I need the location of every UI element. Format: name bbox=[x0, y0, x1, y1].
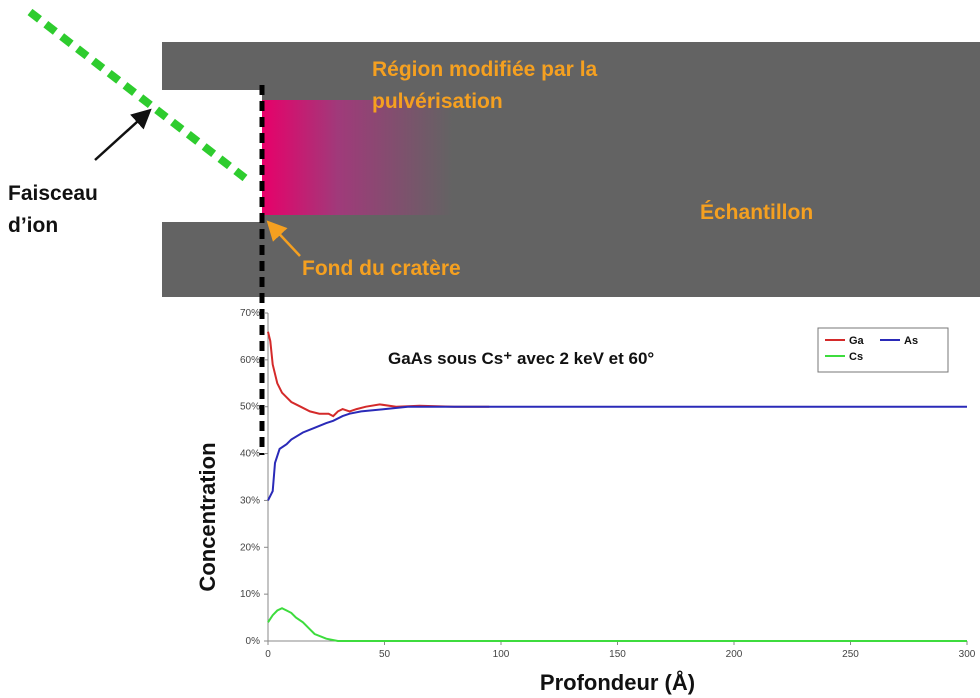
series-line bbox=[267, 331, 490, 418]
crater-arrow bbox=[266, 220, 301, 257]
beam-arrow bbox=[94, 108, 152, 161]
x-tick-label: 250 bbox=[842, 649, 859, 660]
x-tick-label: 50 bbox=[379, 649, 391, 660]
x-axis-label: Profondeur (Å) bbox=[540, 669, 695, 695]
region-label: Région modifiée par la bbox=[372, 58, 598, 81]
y-tick-label: 70% bbox=[240, 308, 260, 319]
y-tick-label: 30% bbox=[240, 495, 260, 506]
chart: 0% 10% 20% 30% 40% 50% 60% 70% 0 50 100 150 200 250 30… bbox=[195, 308, 976, 695]
x-tick-label: 150 bbox=[609, 649, 626, 660]
y-tick-label: 50% bbox=[240, 402, 260, 413]
y-tick-label: 60% bbox=[240, 355, 260, 366]
series-line bbox=[267, 405, 967, 501]
y-tick-label: 0% bbox=[246, 636, 261, 647]
x-tick-label: 300 bbox=[959, 649, 976, 660]
ion-beam bbox=[27, 8, 248, 182]
region-label: pulvérisation bbox=[372, 90, 503, 113]
legend-box bbox=[817, 327, 949, 373]
beam-label: Faisceau bbox=[8, 182, 98, 205]
modified-region bbox=[262, 100, 452, 215]
crater-label: Fond du cratère bbox=[302, 257, 461, 280]
y-tick-label: 10% bbox=[240, 589, 260, 600]
series-line bbox=[267, 607, 967, 642]
beam-label: d’ion bbox=[8, 214, 58, 237]
y-tick-label: 20% bbox=[240, 542, 260, 553]
annotation: GaAs sous Cs⁺ avec 2 keV et 60° bbox=[388, 349, 654, 368]
sample-label: Échantillon bbox=[700, 201, 813, 224]
crater bbox=[162, 90, 262, 222]
x-tick-label: 200 bbox=[726, 649, 743, 660]
y-axis-label: Concentration bbox=[195, 442, 220, 591]
legend-label: As bbox=[904, 335, 918, 347]
legend-label: Ga bbox=[849, 335, 865, 347]
legend-label: Cs bbox=[849, 351, 863, 363]
x-tick-label: 0 bbox=[265, 649, 271, 660]
x-tick-label: 100 bbox=[493, 649, 510, 660]
y-tick-label: 40% bbox=[240, 449, 260, 460]
